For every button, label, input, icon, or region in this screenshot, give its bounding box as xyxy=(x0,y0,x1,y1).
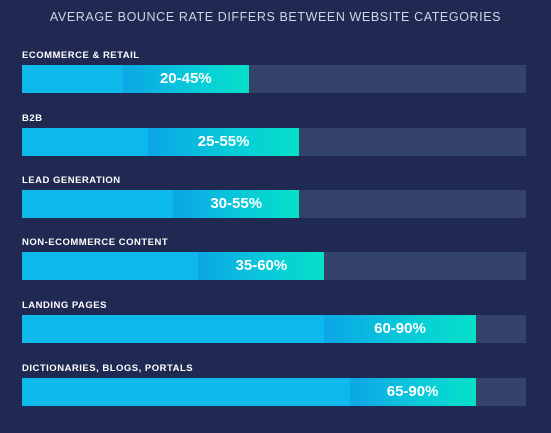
bar-low-segment xyxy=(22,128,148,156)
bar-track: 25-55% xyxy=(22,128,526,156)
bar-range-segment xyxy=(324,315,476,343)
bar-range-segment xyxy=(148,128,300,156)
bar-low-segment xyxy=(22,315,325,343)
bar-low-segment xyxy=(22,252,199,280)
bar-range-segment xyxy=(198,252,325,280)
category-label: LANDING PAGES xyxy=(22,300,107,311)
bar-range-segment xyxy=(349,378,476,406)
bar-low-segment xyxy=(22,190,174,218)
category-label: B2B xyxy=(22,113,43,124)
chart-title: AVERAGE BOUNCE RATE DIFFERS BETWEEN WEBS… xyxy=(49,10,502,24)
category-label: LEAD GENERATION xyxy=(22,175,121,186)
bar-range-segment xyxy=(173,190,300,218)
range-label: 20-45% xyxy=(159,70,212,87)
range-label: 60-90% xyxy=(374,320,426,337)
bar-low-segment xyxy=(22,378,350,406)
category-label: DICTIONARIES, BLOGS, PORTALS xyxy=(22,363,194,374)
range-label: 65-90% xyxy=(386,383,439,400)
range-label: 30-55% xyxy=(210,195,263,212)
range-label: 35-60% xyxy=(235,257,288,274)
category-label: NON-ECOMMERCE CONTENT xyxy=(22,237,169,248)
bar-track: 20-45% xyxy=(22,65,526,93)
bar-track: 65-90% xyxy=(22,378,526,406)
bar-track: 30-55% xyxy=(22,190,526,218)
bar-low-segment xyxy=(22,65,123,93)
category-label: ECOMMERCE & RETAIL xyxy=(22,50,140,61)
bar-track: 60-90% xyxy=(22,315,526,343)
bar-track: 35-60% xyxy=(22,252,526,280)
range-label: 25-55% xyxy=(197,133,250,150)
bar-range-segment xyxy=(122,65,249,93)
